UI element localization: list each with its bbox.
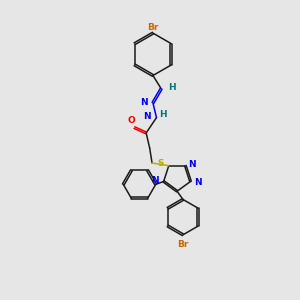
Text: N: N — [140, 98, 148, 107]
Text: Br: Br — [177, 240, 189, 249]
Text: Br: Br — [147, 23, 159, 32]
Text: H: H — [159, 110, 167, 119]
Text: N: N — [143, 112, 151, 121]
Text: H: H — [168, 83, 175, 92]
Text: N: N — [194, 178, 202, 188]
Text: O: O — [128, 116, 135, 125]
Text: N: N — [151, 176, 159, 185]
Text: S: S — [158, 159, 164, 168]
Text: N: N — [188, 160, 196, 169]
